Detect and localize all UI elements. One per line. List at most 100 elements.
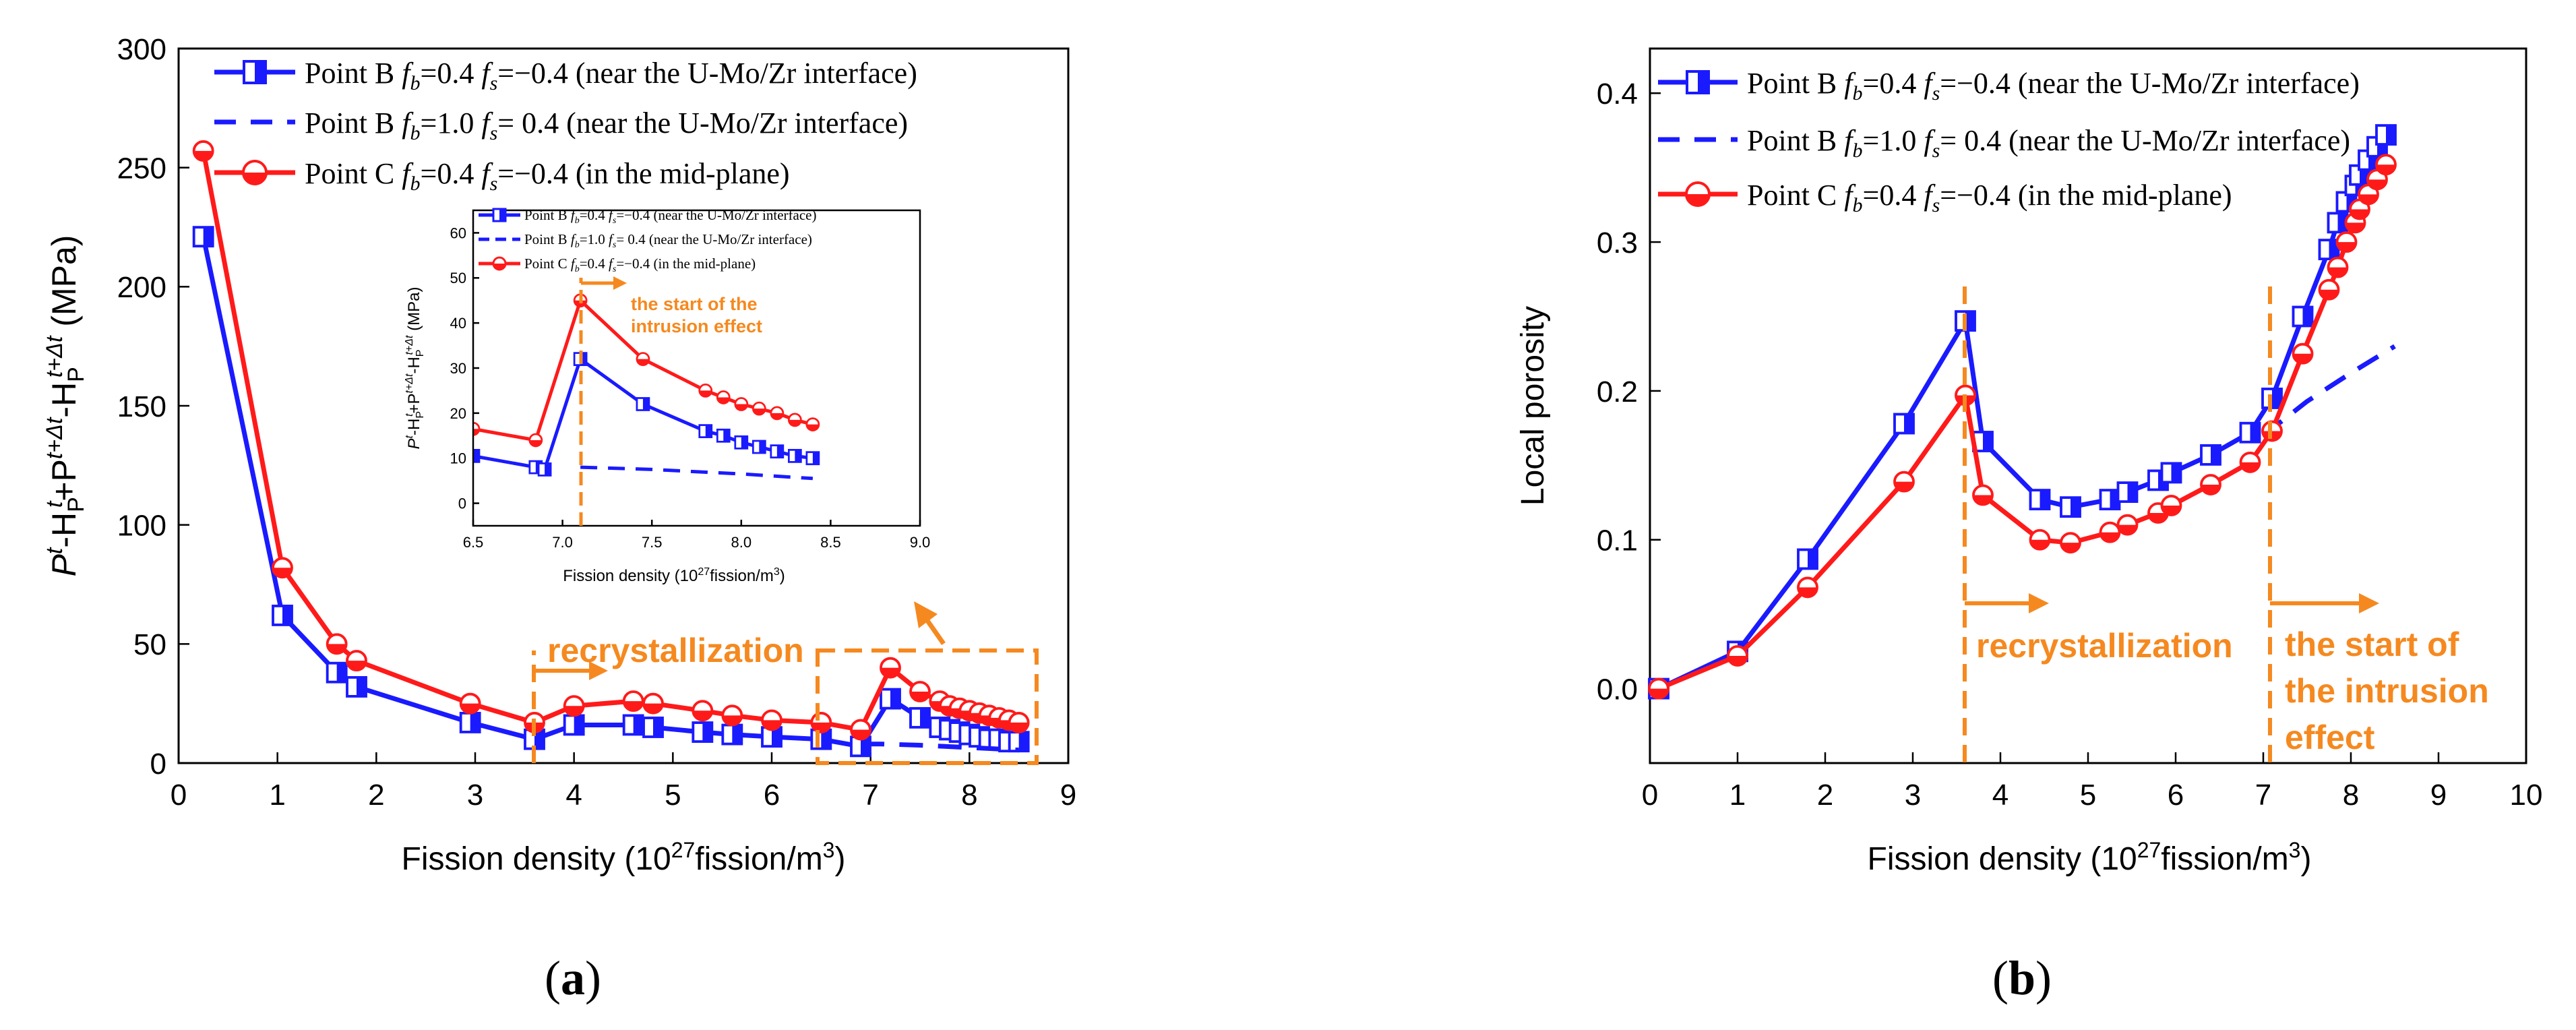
inset-x-axis: 6.5 7.0 7.5 8.0 8.5 9.0 — [463, 520, 930, 551]
a-series-3-point-14 — [850, 719, 871, 741]
b-series-1-line — [1657, 133, 2388, 691]
inset-y-axis-label: Pt-HPt+Pt+Δt-HPt+Δt (MPa) — [404, 287, 426, 450]
b-series-1-point-7 — [2029, 489, 2051, 511]
inset-intrusion-label-line2: intrusion effect — [631, 316, 762, 336]
b-series-1-point-14 — [2239, 421, 2261, 444]
inset-series-1-point-8 — [734, 435, 749, 450]
inset-ytick-label-2: 20 — [450, 405, 466, 422]
b-series-3-point-9 — [2099, 521, 2121, 543]
a-xtick-label-2: 2 — [368, 779, 384, 812]
inset-xtick-label-0: 6.5 — [463, 534, 484, 551]
b-xtick-label-7: 7 — [2255, 779, 2271, 812]
inset-ytick-label-0: 0 — [458, 495, 466, 512]
y-axis-a: 0 50 100 150 200 250 300 — [117, 33, 189, 781]
inset-series-group — [473, 293, 820, 481]
b-ytick-label-3: 0.3 — [1597, 226, 1638, 260]
b-series-1-point-4 — [1893, 413, 1915, 435]
a-series-1-point-2 — [272, 605, 293, 626]
b-series-3-point-10 — [2116, 514, 2139, 536]
b-series-3-point-24 — [2375, 154, 2397, 176]
zoom-region-box — [816, 648, 1039, 765]
inset-series-1-point-11 — [787, 448, 802, 463]
a-series-1-point-11 — [721, 723, 743, 746]
legend-a: Point B fb=0.4 fs=−0.4 (near the U-Mo/Zr… — [214, 57, 917, 195]
inset-series-1-point-3 — [537, 462, 552, 477]
a-series-3-point-10 — [692, 700, 714, 722]
b-series-1-point-13 — [2200, 444, 2221, 466]
b-xtick-label-6: 6 — [2168, 779, 2184, 812]
inset-series-3-point-2 — [528, 433, 543, 448]
b-series-1-point-18 — [2327, 212, 2349, 234]
a-xtick-label-0: 0 — [171, 779, 187, 812]
b-series-3-point-19 — [2335, 231, 2358, 253]
inset-series-3-point-8 — [752, 401, 766, 416]
inset-series-1-point-5 — [636, 397, 650, 411]
inset-series-3-point-10 — [787, 413, 802, 427]
inset-xtick-label-2: 7.5 — [642, 534, 663, 551]
inset-ytick-label-5: 50 — [450, 270, 466, 286]
inset-frame — [472, 209, 921, 527]
b-series-1-point-10 — [2116, 481, 2139, 504]
a-series-1-point-8 — [622, 714, 644, 736]
a-series-3-point-25 — [1008, 712, 1030, 733]
legend-label-a-2: Point B fb=1.0 fs= 0.4 (near the U-Mo/Zr… — [305, 107, 908, 144]
a-series-1-point-16 — [909, 706, 931, 729]
b-xtick-label-5: 5 — [2080, 779, 2096, 812]
recrystallization-label-a: recrystallization — [547, 632, 804, 669]
b-xtick-label-2: 2 — [1817, 779, 1833, 812]
legend-marker-a-1 — [243, 60, 267, 84]
a-xtick-label-4: 4 — [565, 779, 582, 812]
intrusion-label-b-line1: the start of — [2285, 626, 2459, 663]
legend-label-a-1: Point B fb=0.4 fs=−0.4 (near the U-Mo/Zr… — [305, 57, 917, 94]
b-series-3-point-1 — [1648, 677, 1669, 700]
b-xtick-label-9: 9 — [2430, 779, 2447, 812]
y-axis-label-b: Local porosity — [1515, 306, 1551, 506]
a-ytick-label-4: 200 — [117, 271, 166, 304]
legend-item-a-1: Point B fb=0.4 fs=−0.4 (near the U-Mo/Zr… — [214, 57, 917, 94]
series-group-a — [192, 140, 1030, 758]
a-series-3-point-9 — [642, 692, 664, 715]
recrystallization-label-b: recrystallization — [1976, 627, 2233, 665]
inset-xtick-label-3: 8.0 — [731, 534, 752, 551]
inset-legend-item-2: Point B fb=1.0 fs= 0.4 (near the U-Mo/Zr… — [479, 231, 812, 250]
b-xtick-label-0: 0 — [1642, 779, 1658, 812]
b-series-1-point-17 — [2318, 239, 2340, 261]
x-axis-b: 0 1 2 3 4 5 6 7 8 9 10 — [1642, 752, 2542, 812]
b-xtick-label-3: 3 — [1905, 779, 1921, 812]
panel-label-a: (a) — [545, 951, 601, 1005]
legend-label-b-1: Point B fb=0.4 fs=−0.4 (near the U-Mo/Zr… — [1747, 67, 2360, 104]
b-series-3-point-16 — [2292, 342, 2314, 365]
a-series-3-point-13 — [810, 712, 832, 733]
inset-series-3-point-9 — [770, 406, 785, 421]
b-series-3-point-23 — [2366, 169, 2388, 191]
b-series-1-point-12 — [2160, 462, 2182, 484]
inset-legend-label-1: Point B fb=0.4 fs=−0.4 (near the U-Mo/Zr… — [524, 207, 816, 226]
a-series-3-point-4 — [346, 650, 367, 671]
b-series-3-point-17 — [2318, 278, 2340, 301]
b-series-1-point-24 — [2375, 124, 2397, 146]
a-series-1-point-1 — [192, 226, 214, 248]
a-xtick-label-1: 1 — [269, 779, 285, 812]
inset-legend-label-2: Point B fb=1.0 fs= 0.4 (near the U-Mo/Zr… — [524, 231, 812, 250]
inset-intrusion-label-line1: the start of the — [631, 294, 758, 314]
a-ytick-label-6: 300 — [117, 33, 166, 66]
inset-series-3-point-4 — [636, 352, 650, 367]
b-series-1-point-3 — [1797, 548, 1818, 570]
panel-label-b: (b) — [1992, 951, 2052, 1005]
inset-series-2-line — [580, 465, 814, 481]
inset-ytick-label-4: 40 — [450, 315, 466, 332]
a-series-2-line — [861, 741, 1019, 753]
a-ytick-label-1: 50 — [133, 628, 166, 661]
a-series-1-point-10 — [692, 721, 714, 743]
y-axis-b: 0.0 0.1 0.2 0.3 0.4 — [1597, 78, 1661, 706]
a-series-3-point-12 — [761, 709, 783, 731]
zoom-arrowhead — [914, 601, 938, 628]
inset-legend-item-1: Point B fb=0.4 fs=−0.4 (near the U-Mo/Zr… — [479, 207, 816, 226]
inset-series-1-point-1 — [473, 448, 481, 463]
inset-series-1-point-9 — [752, 440, 766, 454]
b-series-3-point-8 — [2060, 532, 2081, 554]
a-series-1-point-4 — [346, 676, 367, 698]
x-axis-label-a: Fission density (1027fission/m3) — [402, 838, 846, 877]
inset-series-1-point-10 — [770, 444, 785, 459]
